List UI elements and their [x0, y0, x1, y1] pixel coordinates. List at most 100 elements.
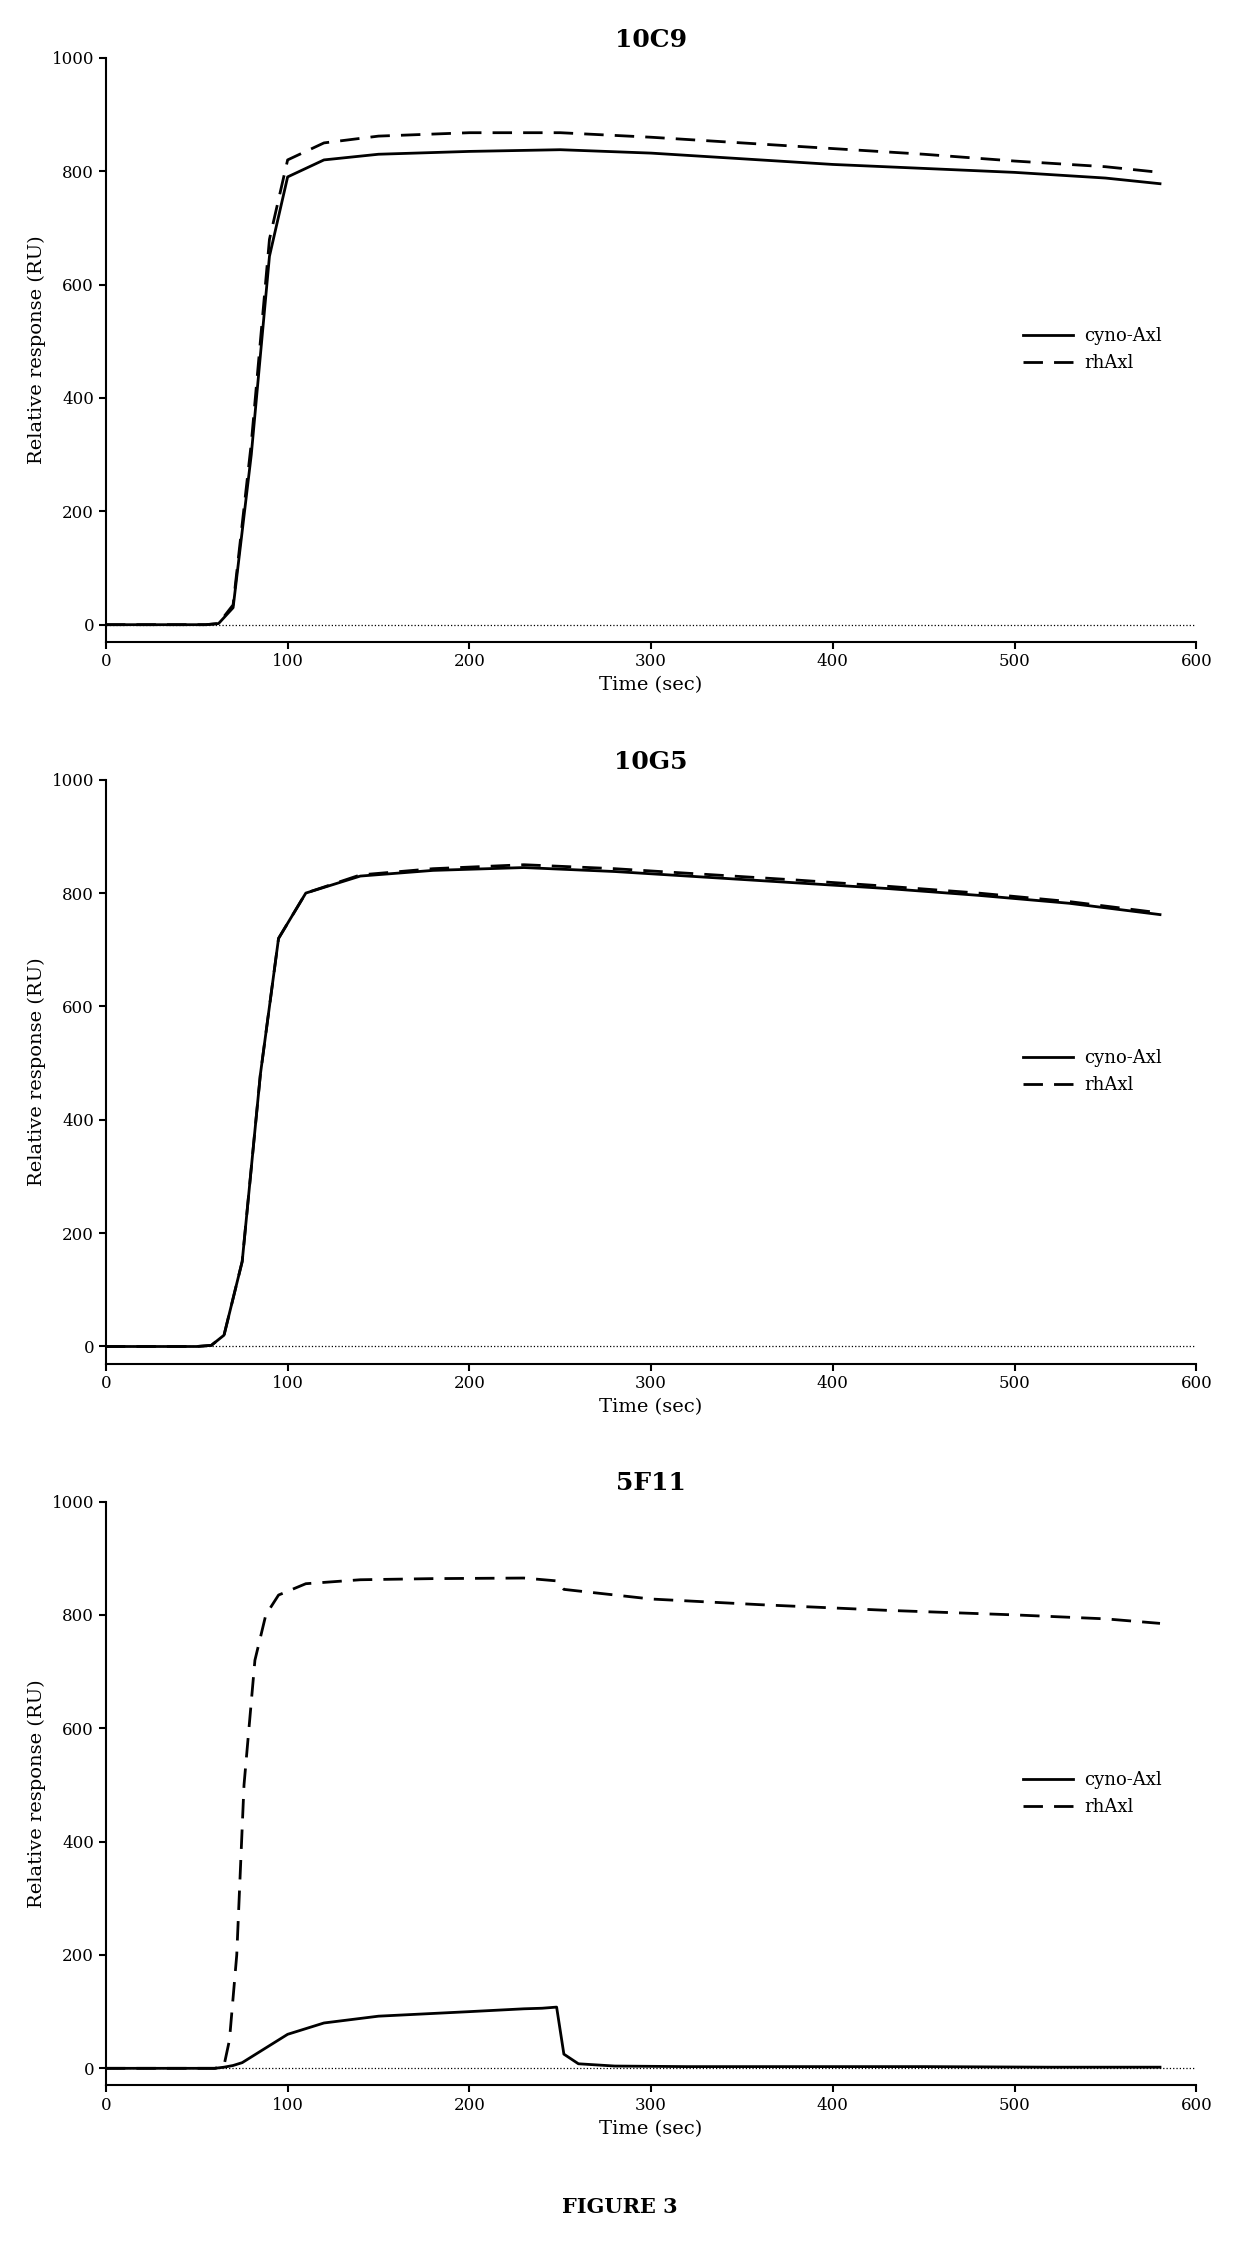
cyno-Axl — [463, 137, 477, 164]
cyno-Axl — [1007, 159, 1022, 186]
Y-axis label: Relative response (RU): Relative response (RU) — [27, 1679, 46, 1907]
Legend: cyno-Axl, rhAxl: cyno-Axl, rhAxl — [1016, 321, 1169, 379]
rhAxl — [316, 130, 331, 157]
X-axis label: Time (sec): Time (sec) — [599, 1398, 703, 1416]
rhAxl — [1152, 900, 1167, 927]
cyno-Axl — [244, 2044, 259, 2071]
Line: cyno-Axl: cyno-Axl — [105, 2006, 1159, 2069]
cyno-Axl — [463, 1997, 477, 2024]
cyno-Axl — [272, 925, 286, 951]
rhAxl — [549, 1566, 564, 1593]
Title: 10G5: 10G5 — [614, 749, 688, 774]
rhAxl — [217, 2051, 232, 2078]
rhAxl — [98, 610, 113, 637]
cyno-Axl — [98, 2056, 113, 2082]
rhAxl — [553, 119, 568, 146]
rhAxl — [190, 1333, 205, 1360]
cyno-Axl — [608, 2053, 622, 2080]
cyno-Axl — [553, 137, 568, 164]
rhAxl — [516, 850, 531, 877]
cyno-Axl — [557, 2040, 572, 2067]
rhAxl — [1099, 153, 1114, 180]
rhAxl — [789, 866, 804, 893]
rhAxl — [258, 1602, 273, 1629]
rhAxl — [353, 1566, 368, 1593]
rhAxl — [248, 1647, 263, 1674]
Y-axis label: Relative response (RU): Relative response (RU) — [27, 958, 46, 1185]
rhAxl — [234, 1248, 249, 1275]
Line: rhAxl: rhAxl — [105, 864, 1159, 1346]
rhAxl — [971, 880, 986, 907]
rhAxl — [1099, 1604, 1114, 1631]
cyno-Axl — [234, 2049, 249, 2076]
rhAxl — [698, 862, 713, 889]
cyno-Axl — [1044, 2053, 1059, 2080]
cyno-Axl — [371, 2002, 386, 2029]
cyno-Axl — [534, 1995, 549, 2022]
cyno-Axl — [1152, 2053, 1167, 2080]
rhAxl — [1007, 1602, 1022, 1629]
cyno-Axl — [916, 155, 931, 182]
cyno-Axl — [371, 141, 386, 168]
cyno-Axl — [644, 139, 658, 166]
rhAxl — [1007, 148, 1022, 175]
cyno-Axl — [916, 2053, 931, 2080]
rhAxl — [299, 880, 314, 907]
cyno-Axl — [680, 2053, 694, 2080]
cyno-Axl — [425, 857, 440, 884]
cyno-Axl — [826, 150, 841, 177]
rhAxl — [299, 1571, 314, 1598]
rhAxl — [237, 1771, 252, 1797]
rhAxl — [557, 1575, 572, 1602]
Y-axis label: Relative response (RU): Relative response (RU) — [27, 236, 46, 465]
cyno-Axl — [570, 2051, 585, 2078]
rhAxl — [916, 141, 931, 168]
cyno-Axl — [299, 880, 314, 907]
rhAxl — [880, 1598, 895, 1625]
X-axis label: Time (sec): Time (sec) — [599, 675, 703, 693]
cyno-Axl — [262, 2033, 277, 2060]
cyno-Axl — [516, 855, 531, 882]
rhAxl — [207, 2056, 222, 2082]
cyno-Axl — [1152, 171, 1167, 197]
cyno-Axl — [1061, 891, 1076, 918]
cyno-Axl — [316, 146, 331, 173]
rhAxl — [425, 1564, 440, 1591]
Line: rhAxl: rhAxl — [105, 1578, 1159, 2069]
rhAxl — [262, 227, 277, 254]
cyno-Axl — [880, 875, 895, 902]
rhAxl — [516, 1564, 531, 1591]
cyno-Axl — [734, 146, 749, 173]
rhAxl — [226, 592, 241, 619]
rhAxl — [1152, 159, 1167, 186]
rhAxl — [644, 123, 658, 150]
rhAxl — [644, 1587, 658, 1613]
Legend: cyno-Axl, rhAxl: cyno-Axl, rhAxl — [1016, 1764, 1169, 1822]
rhAxl — [198, 610, 213, 637]
cyno-Axl — [316, 2011, 331, 2038]
Line: rhAxl: rhAxl — [105, 132, 1159, 624]
cyno-Axl — [1099, 164, 1114, 191]
X-axis label: Time (sec): Time (sec) — [599, 2121, 703, 2139]
cyno-Axl — [608, 857, 622, 884]
rhAxl — [826, 135, 841, 162]
Title: 10C9: 10C9 — [615, 27, 687, 52]
rhAxl — [753, 1591, 768, 1618]
cyno-Axl — [353, 862, 368, 889]
cyno-Axl — [211, 610, 226, 637]
rhAxl — [211, 610, 226, 637]
cyno-Axl — [244, 442, 259, 469]
rhAxl — [272, 925, 286, 951]
rhAxl — [229, 1941, 244, 1968]
rhAxl — [608, 855, 622, 882]
rhAxl — [371, 123, 386, 150]
cyno-Axl — [234, 1248, 249, 1275]
cyno-Axl — [1152, 902, 1167, 929]
cyno-Axl — [190, 1333, 205, 1360]
cyno-Axl — [198, 610, 213, 637]
cyno-Axl — [280, 2022, 295, 2049]
cyno-Axl — [226, 2051, 241, 2078]
Legend: cyno-Axl, rhAxl: cyno-Axl, rhAxl — [1016, 1041, 1169, 1102]
cyno-Axl — [217, 2053, 232, 2080]
Text: FIGURE 3: FIGURE 3 — [562, 2197, 678, 2217]
